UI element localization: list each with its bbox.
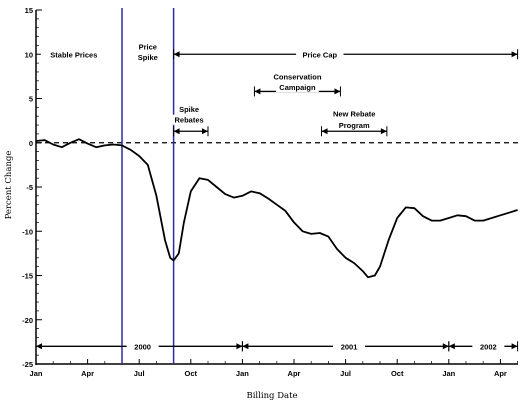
arrow-head-left [321,128,328,135]
year-label: 2000 [134,342,151,351]
annotation-bg [133,51,163,62]
x-tick-label: Oct [185,369,198,378]
y-tick-label: -10 [22,227,33,236]
annotation-bg [169,114,209,125]
x-tick-label: Jan [30,369,43,378]
x-tick-label: Apr [81,369,94,378]
arrow-head-right [334,88,341,95]
y-tick-label: 0 [29,139,33,148]
year-label-bg [472,341,505,352]
annotation-label: Price [139,42,157,51]
annotation-label: New Rebate [333,110,376,119]
y-tick-label: -20 [22,316,33,325]
year-label: 2002 [480,342,497,351]
arrow-head-right [442,343,449,350]
x-tick-label: Jan [236,369,249,378]
x-tick-label: Apr [494,369,507,378]
arrow-head-right [511,51,518,58]
annotation-bg [328,108,381,119]
y-tick-label: 10 [25,50,33,59]
annotation-label: Stable Prices [50,50,97,59]
x-tick-label: Jul [340,369,351,378]
x-tick-label: Jul [134,369,145,378]
annotation-bg [40,49,107,60]
year-label-bg [126,341,159,352]
y-tick-label: 15 [25,6,33,15]
annotation-label: Rebates [174,116,203,125]
annotation-bg [335,120,374,131]
arrow-head-right [380,128,387,135]
annotation-label: Price Cap [302,50,337,59]
annotation-bg [276,81,319,92]
annotation-label: Spike [179,105,199,114]
arrow-head-left [173,51,180,58]
x-tick-label: Jan [442,369,455,378]
annotation-label: Conservation [273,72,321,81]
year-label: 2001 [341,342,358,351]
arrow-head-left [36,343,42,350]
y-tick-label: -5 [26,183,33,192]
arrow-head-right [236,343,243,350]
x-tick-label: Oct [391,369,404,378]
arrow-head-left [242,343,249,350]
data-series-line [35,138,518,279]
annotation-bg [266,71,329,82]
y-axis-title: Percent Change [4,151,14,220]
annotation-label: Program [339,121,370,130]
annotation-label: Spike [138,53,158,62]
y-tick-label: -15 [22,272,33,281]
arrow-head-right [511,343,518,350]
x-axis-title: Billing Date [246,391,297,401]
annotation-bg [133,41,163,52]
arrow-head-left [448,343,455,350]
annotation-label: Campaign [279,83,316,92]
annotation-bg [174,104,204,115]
arrow-head-left [254,88,261,95]
arrow-head-left [173,128,180,135]
x-tick-label: Apr [288,369,301,378]
year-label-bg [333,341,366,352]
y-tick-label: -25 [22,360,33,369]
arrow-head-right [202,128,208,135]
y-tick-label: 5 [29,95,33,104]
annotation-bg [296,49,344,60]
